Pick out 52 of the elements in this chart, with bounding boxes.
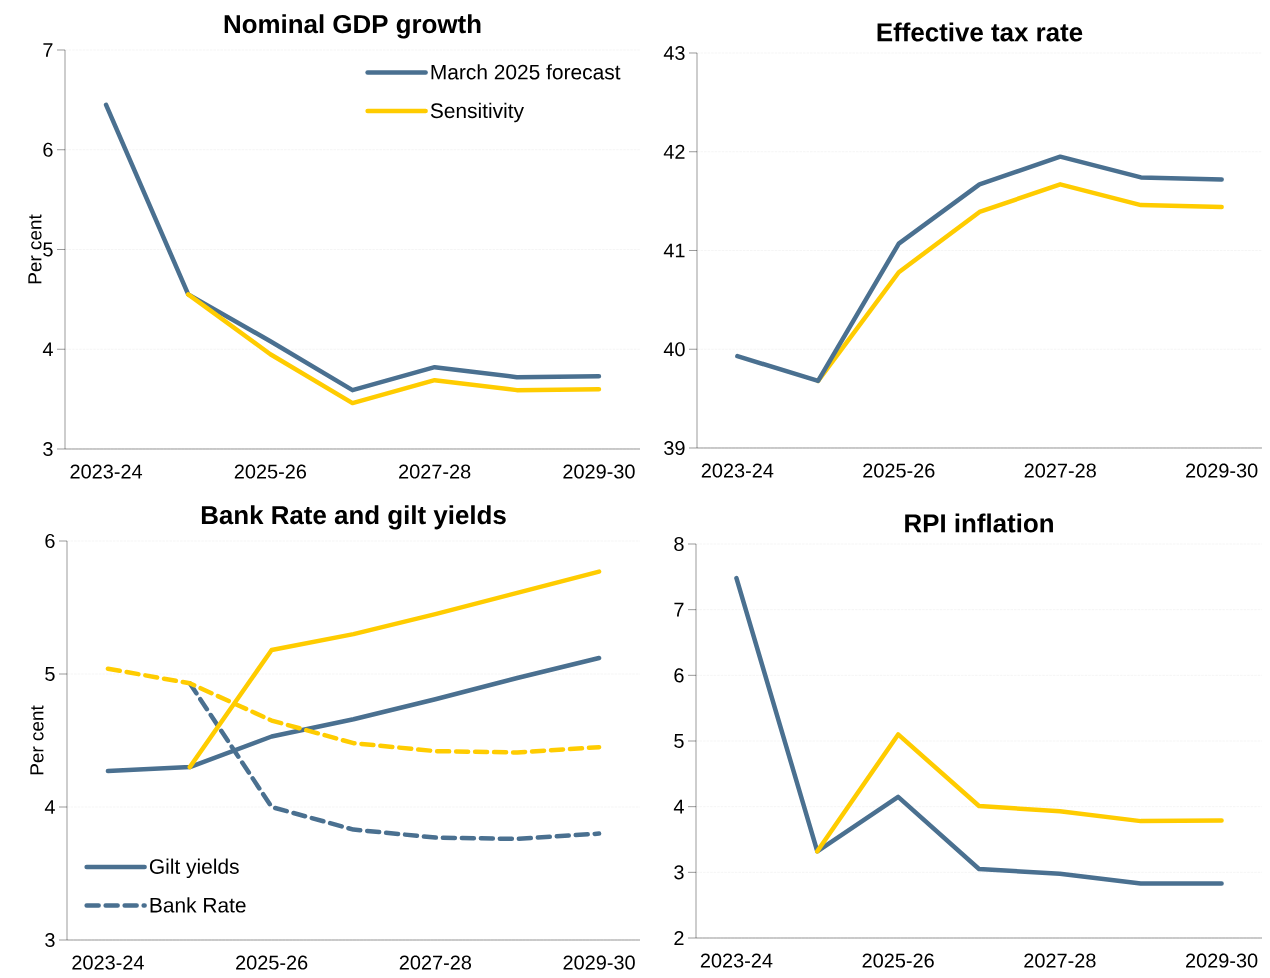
legend-label: Sensitivity xyxy=(430,102,524,123)
y-axis-title: Per cent xyxy=(28,214,42,284)
y-tick-label: 3 xyxy=(43,441,53,457)
y-tick-label: 3 xyxy=(674,865,684,880)
y-axis-title: Per cent xyxy=(30,705,44,775)
chart-title: Bank Rate and gilt yields xyxy=(201,505,506,530)
x-tick-label: 2027-28 xyxy=(1024,463,1096,478)
x-tick-label: 2029-30 xyxy=(1186,463,1258,478)
line-series xyxy=(103,102,602,393)
chart-title: Nominal GDP growth xyxy=(224,14,481,39)
y-tick-label: 4 xyxy=(673,799,684,814)
x-tick-label: 2025-26 xyxy=(236,955,308,970)
x-tick-label: 2027-28 xyxy=(399,955,472,970)
y-tick-label: 5 xyxy=(45,667,55,681)
y-tick-label: 6 xyxy=(43,142,53,157)
x-tick-label: 2023-24 xyxy=(701,463,774,478)
y-tick-label: 43 xyxy=(663,45,685,61)
y-tick-label: 39 xyxy=(664,440,685,456)
y-tick-label: 8 xyxy=(674,536,684,552)
x-tick-label: 2029-30 xyxy=(563,955,635,970)
line-series xyxy=(735,154,1224,384)
x-tick-label: 2025-26 xyxy=(863,463,935,478)
y-tick-label: 4 xyxy=(44,800,55,814)
legend-label: Bank Rate xyxy=(150,897,246,913)
y-tick-label: 6 xyxy=(674,668,684,683)
legend-label: Gilt yields xyxy=(149,858,239,879)
chart-title: RPI inflation xyxy=(905,513,1053,533)
x-tick-label: 2029-30 xyxy=(1186,953,1258,968)
x-tick-label: 2023-24 xyxy=(700,953,773,968)
chart-title: Effective tax rate xyxy=(877,22,1083,42)
y-tick-label: 4 xyxy=(42,342,53,357)
x-tick-label: 2023-24 xyxy=(70,464,143,479)
line-series xyxy=(734,575,1224,886)
y-tick-label: 7 xyxy=(43,43,53,57)
y-tick-label: 40 xyxy=(663,342,685,357)
x-tick-label: 2027-28 xyxy=(399,464,471,479)
y-tick-label: 3 xyxy=(45,932,55,948)
y-tick-label: 5 xyxy=(674,734,684,748)
y-tick-label: 7 xyxy=(674,602,684,617)
x-tick-label: 2025-26 xyxy=(862,953,934,968)
y-tick-label: 6 xyxy=(45,533,55,549)
y-tick-label: 41 xyxy=(663,243,685,258)
x-tick-label: 2025-26 xyxy=(234,464,307,479)
y-tick-label: 5 xyxy=(43,242,53,257)
y-tick-label: 2 xyxy=(674,931,684,945)
legend-label: March 2025 forecast xyxy=(431,64,621,80)
x-tick-label: 2029-30 xyxy=(563,464,635,479)
y-tick-label: 42 xyxy=(663,144,685,159)
line-series xyxy=(185,292,602,406)
x-tick-label: 2023-24 xyxy=(72,955,144,970)
x-tick-label: 2027-28 xyxy=(1024,953,1096,968)
line-series xyxy=(815,732,1224,854)
